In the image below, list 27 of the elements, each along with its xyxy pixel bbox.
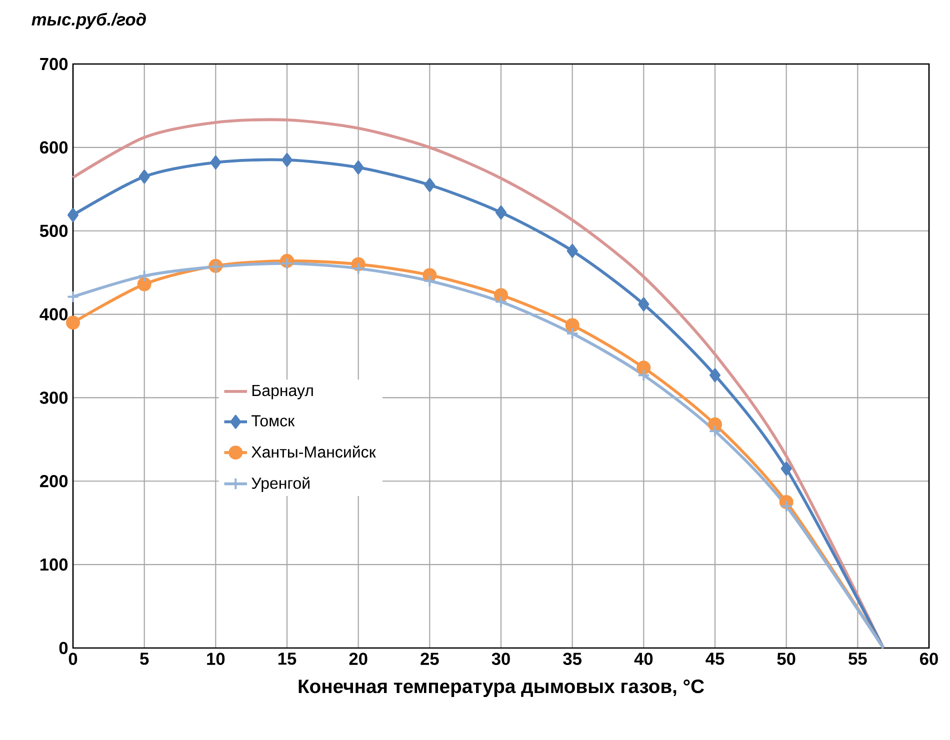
x-tick-label: 55 <box>848 652 867 665</box>
x-tick-label: 15 <box>278 652 296 665</box>
y-tick-label: 700 <box>40 58 68 70</box>
x-axis-title: Конечная температура дымовых газов, °C <box>298 679 704 698</box>
y-tick-label: 400 <box>40 308 68 320</box>
x-tick-label: 30 <box>492 652 510 665</box>
x-tick-label: 45 <box>706 652 724 665</box>
legend-label: Уренгой <box>252 476 310 492</box>
y-tick-label: 600 <box>40 141 68 154</box>
x-tick-label: 50 <box>777 652 796 665</box>
legend-label: Ханты-Мансийск <box>252 446 376 458</box>
x-tick-label: 20 <box>349 652 368 665</box>
legend-label: Барнаул <box>252 384 313 400</box>
y-axis-title: тыс.руб./год <box>32 12 146 30</box>
y-tick-label: 200 <box>40 475 68 488</box>
y-tick-label: 300 <box>40 392 68 404</box>
x-tick-label: 25 <box>420 652 439 665</box>
x-tick-label: 5 <box>140 652 149 665</box>
x-tick-label: 35 <box>563 652 582 665</box>
x-tick-label: 60 <box>920 652 938 665</box>
y-tick-label: 100 <box>40 558 68 571</box>
y-tick-label: 0 <box>59 642 68 654</box>
x-tick-label: 0 <box>68 652 78 665</box>
x-tick-label: 40 <box>634 652 653 665</box>
y-tick-label: 500 <box>40 224 68 237</box>
legend-label: Томск <box>252 415 295 426</box>
x-tick-label: 10 <box>207 652 225 665</box>
